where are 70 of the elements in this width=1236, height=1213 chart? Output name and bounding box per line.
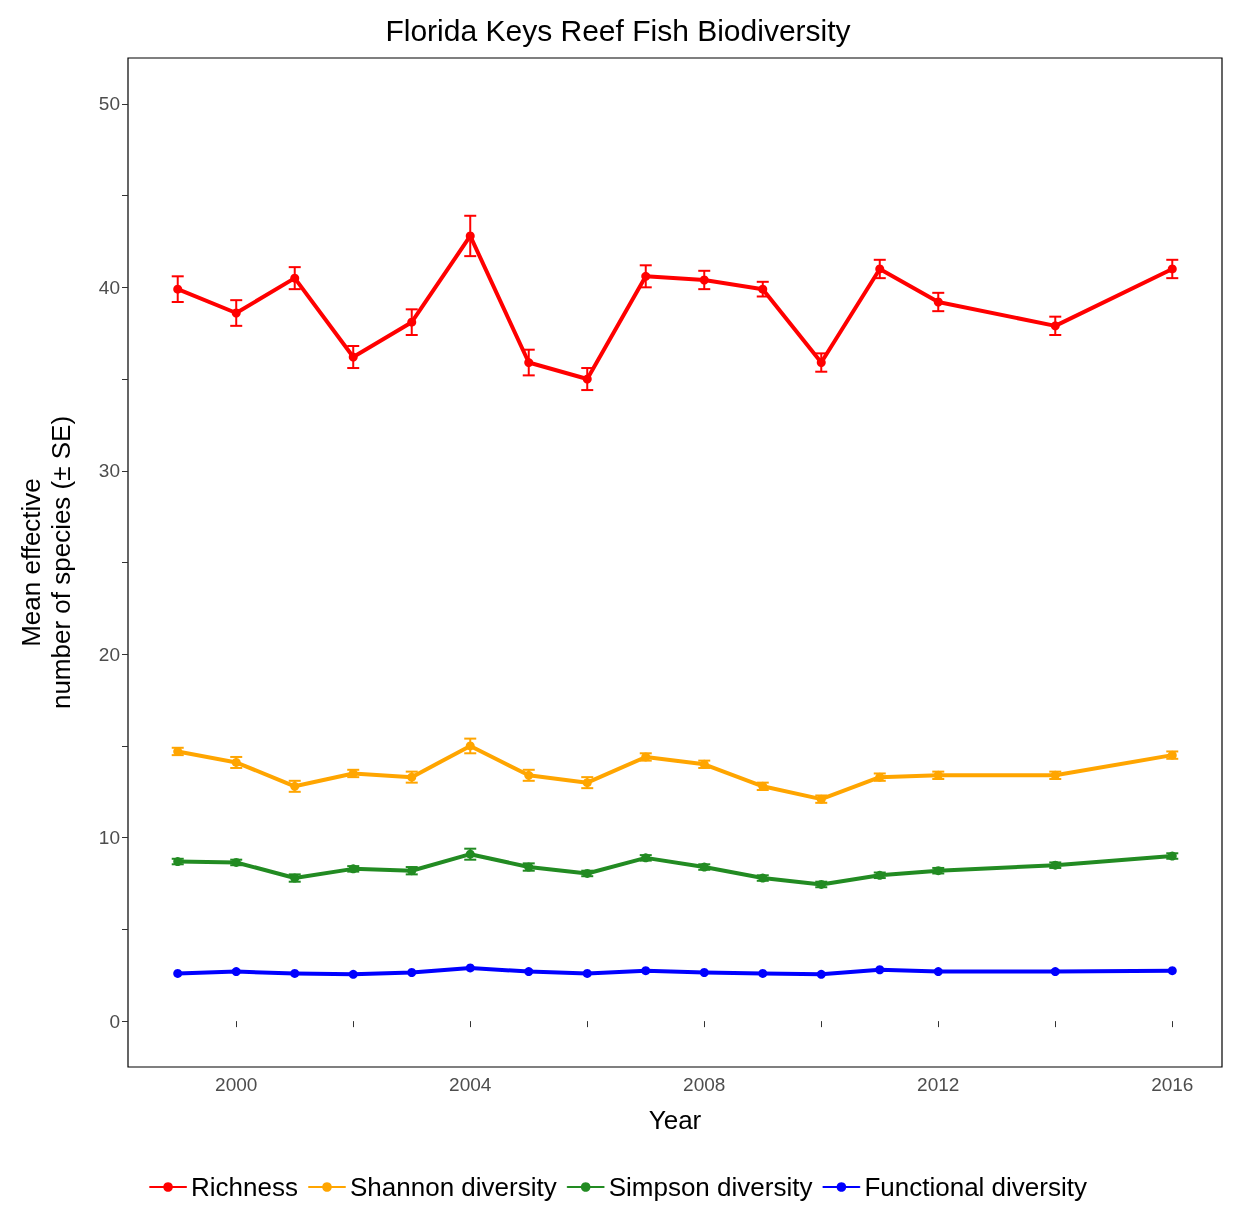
- point: [231, 308, 241, 318]
- y-tick-label: 50: [98, 93, 120, 115]
- point: [816, 358, 826, 368]
- point: [699, 275, 709, 285]
- point: [465, 231, 475, 241]
- point: [641, 853, 651, 863]
- point: [816, 794, 826, 804]
- point: [173, 857, 183, 867]
- point: [933, 967, 943, 977]
- point: [465, 741, 475, 751]
- x-tick-label: 2008: [683, 1074, 726, 1095]
- point: [1167, 264, 1177, 274]
- point: [407, 317, 417, 327]
- point: [758, 284, 768, 294]
- point: [699, 759, 709, 769]
- point: [465, 963, 475, 973]
- point: [933, 866, 943, 876]
- point: [290, 273, 300, 283]
- legend-label: Functional diversity: [864, 1172, 1087, 1202]
- point: [816, 969, 826, 979]
- point: [524, 967, 534, 977]
- x-axis-title: Year: [648, 1105, 702, 1135]
- point: [231, 857, 241, 867]
- y-tick-label: 40: [98, 276, 120, 298]
- point: [348, 352, 358, 362]
- x-tick-label: 2016: [1151, 1074, 1194, 1095]
- legend-label: Richness: [191, 1172, 298, 1202]
- point: [641, 752, 651, 762]
- point: [699, 968, 709, 978]
- point: [875, 264, 885, 274]
- point: [407, 866, 417, 876]
- point: [582, 374, 592, 384]
- point: [758, 968, 768, 978]
- point: [1050, 860, 1060, 870]
- point: [290, 968, 300, 978]
- point: [875, 772, 885, 782]
- point: [173, 968, 183, 978]
- point: [290, 873, 300, 883]
- point: [348, 864, 358, 874]
- point: [933, 297, 943, 307]
- point: [875, 870, 885, 880]
- point: [582, 968, 592, 978]
- y-tick-label: 20: [98, 643, 120, 665]
- point: [816, 879, 826, 889]
- y-tick-label: 30: [98, 460, 120, 482]
- point: [348, 969, 358, 979]
- point: [1167, 851, 1177, 861]
- legend-label: Simpson diversity: [608, 1172, 813, 1202]
- point: [524, 358, 534, 368]
- legend-label: Shannon diversity: [349, 1172, 557, 1202]
- x-tick-label: 2004: [449, 1074, 492, 1095]
- point: [173, 284, 183, 294]
- y-tick-label: 0: [109, 1010, 120, 1032]
- x-tick-label: 2012: [917, 1074, 960, 1095]
- point: [407, 968, 417, 978]
- point: [699, 862, 709, 872]
- point: [524, 862, 534, 872]
- point: [758, 873, 768, 883]
- point: [875, 965, 885, 975]
- x-tick-label: 2000: [215, 1074, 258, 1095]
- y-tick-label: 10: [98, 827, 120, 849]
- point: [1167, 966, 1177, 976]
- point: [641, 271, 651, 281]
- point: [582, 868, 592, 878]
- point: [1050, 967, 1060, 977]
- point: [231, 967, 241, 977]
- y-axis-title: Mean effective number of species (± SE): [16, 415, 76, 710]
- point: [1050, 321, 1060, 331]
- chart-title: Florida Keys Reef Fish Biodiversity: [385, 13, 851, 47]
- point: [641, 966, 651, 976]
